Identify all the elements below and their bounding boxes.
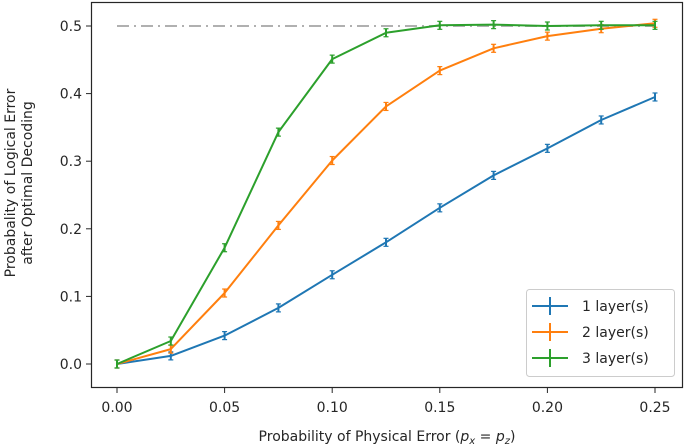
y-axis-label-line-1: Probabality of Logical Error bbox=[3, 88, 19, 277]
x-tick-label: 0.25 bbox=[639, 400, 670, 416]
y-tick-label: 0.2 bbox=[60, 222, 82, 238]
data-point bbox=[222, 288, 228, 298]
svg-text:2 layer(s): 2 layer(s) bbox=[582, 325, 649, 341]
x-tick-label: 0.10 bbox=[317, 400, 348, 416]
data-point bbox=[329, 270, 335, 280]
data-point bbox=[437, 20, 443, 30]
data-point bbox=[437, 203, 443, 213]
data-point bbox=[329, 155, 335, 166]
data-point bbox=[544, 31, 550, 41]
legend: 1 layer(s) 2 layer(s) 3 layer(s) bbox=[526, 289, 675, 377]
data-point bbox=[114, 359, 120, 369]
data-point bbox=[383, 101, 389, 112]
x-tick-label: 0.15 bbox=[424, 400, 455, 416]
legend-item-1-layer: 1 layer(s) bbox=[532, 297, 649, 315]
data-point bbox=[437, 66, 443, 76]
y-tick-label: 0.0 bbox=[60, 357, 82, 373]
y-axis-label: Probabality of Logical Error after Optim… bbox=[3, 88, 36, 277]
y-tick-label: 0.1 bbox=[60, 289, 82, 305]
y-tick-label: 0.4 bbox=[60, 87, 82, 103]
data-point bbox=[222, 331, 228, 341]
y-axis-ticks: 0.0 0.1 0.2 0.3 0.4 0.5 bbox=[60, 19, 91, 373]
data-point bbox=[544, 143, 550, 153]
svg-text:1 layer(s): 1 layer(s) bbox=[582, 299, 649, 315]
data-point bbox=[652, 20, 658, 30]
axes-frame bbox=[90, 1, 684, 389]
x-tick-label: 0.20 bbox=[532, 400, 563, 416]
legend-item-2-layers: 2 layer(s) bbox=[532, 323, 649, 341]
data-point bbox=[168, 336, 174, 346]
data-point bbox=[598, 115, 604, 125]
data-point bbox=[329, 54, 335, 64]
y-tick-label: 0.5 bbox=[60, 19, 82, 35]
data-point bbox=[491, 43, 497, 53]
data-point bbox=[598, 20, 604, 30]
svg-text:3 layer(s): 3 layer(s) bbox=[582, 351, 649, 367]
series-layer bbox=[114, 18, 658, 369]
series-1 bbox=[114, 92, 658, 369]
data-point bbox=[383, 237, 389, 247]
x-axis-label: Probability of Physical Error (px = pz) bbox=[259, 429, 516, 447]
x-axis-ticks: 0.00 0.05 0.10 0.15 0.20 0.25 bbox=[101, 388, 671, 416]
legend-box bbox=[526, 289, 675, 377]
data-point bbox=[222, 243, 228, 253]
data-point bbox=[275, 303, 281, 313]
data-point bbox=[491, 20, 497, 30]
data-point bbox=[383, 28, 389, 38]
data-point bbox=[544, 21, 550, 31]
legend-item-3-layers: 3 layer(s) bbox=[532, 349, 649, 367]
y-tick-label: 0.3 bbox=[60, 154, 82, 170]
data-point bbox=[652, 92, 658, 102]
data-point bbox=[275, 127, 281, 137]
series-3 bbox=[114, 20, 658, 369]
x-tick-label: 0.05 bbox=[209, 400, 240, 416]
data-point bbox=[275, 220, 281, 231]
data-point bbox=[491, 170, 497, 180]
x-tick-label: 0.00 bbox=[101, 400, 132, 416]
y-axis-label-line-2: after Optimal Decoding bbox=[20, 101, 36, 265]
